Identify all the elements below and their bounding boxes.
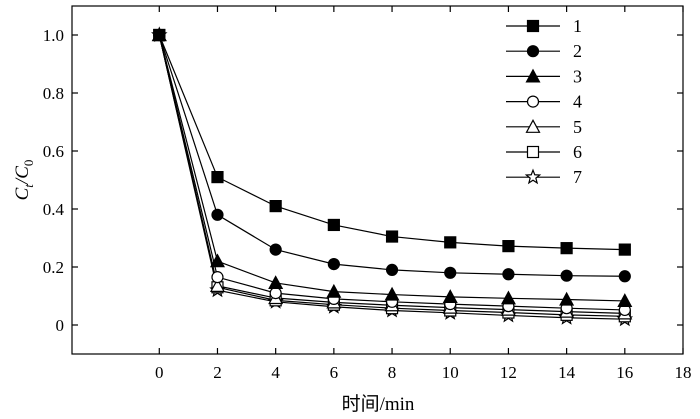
data-point-series-1: [560, 242, 573, 255]
x-tick-label: 6: [330, 363, 339, 382]
x-tick-label: 16: [616, 363, 633, 382]
legend: 1 2 3 4 5 6 7: [506, 16, 582, 187]
data-point-series-3: [384, 286, 400, 301]
x-tick-label: 8: [388, 363, 397, 382]
y-axis-title-sub2: 0: [21, 160, 36, 167]
data-point-series-2: [560, 269, 573, 282]
legend-label-1: 1: [573, 16, 582, 36]
data-point-series-3: [617, 293, 633, 308]
y-tick-label: 0.6: [43, 142, 64, 161]
y-axis-title-main: C: [12, 187, 33, 200]
x-axis-ticks: 0 2 4 6 8 10 12 14 16 18: [155, 6, 692, 382]
y-axis-title-sep: /C: [12, 166, 33, 185]
x-tick-label: 18: [675, 363, 692, 382]
legend-marker-2: [526, 45, 540, 58]
series-markers: [151, 26, 634, 327]
x-tick-label: 2: [213, 363, 222, 382]
y-tick-label: 0: [56, 316, 65, 335]
legend-marker-7: [524, 168, 542, 185]
x-tick-label: 4: [271, 363, 280, 382]
data-point-series-1: [327, 218, 340, 232]
legend-label-2: 2: [573, 41, 582, 61]
data-point-series-1: [269, 200, 282, 213]
data-point-series-4: [211, 271, 224, 284]
series-line-1: [158, 34, 625, 251]
data-point-series-3: [209, 253, 225, 268]
data-point-series-4: [269, 287, 282, 300]
data-point-series-1: [444, 236, 457, 249]
y-tick-label: 0.4: [43, 200, 65, 219]
data-point-series-3: [442, 289, 458, 303]
x-tick-label: 0: [155, 363, 164, 382]
y-tick-label: 0.2: [43, 258, 64, 277]
data-point-series-2: [385, 263, 399, 276]
legend-label-6: 6: [573, 142, 582, 162]
data-point-series-3: [326, 283, 342, 298]
y-tick-label: 1.0: [43, 26, 64, 45]
legend-marker-3: [525, 68, 541, 83]
data-point-series-1: [211, 171, 224, 184]
legend-marker-4: [526, 95, 540, 108]
data-point-series-2: [618, 270, 631, 283]
legend-marker-5: [525, 119, 541, 133]
x-axis-title: 时间/min: [342, 393, 415, 415]
y-axis-ticks: 0 0.2 0.4 0.6 0.8 1.0: [43, 26, 683, 335]
data-point-series-3: [559, 291, 575, 306]
legend-label-3: 3: [573, 66, 582, 86]
data-point-series-5: [209, 278, 225, 292]
data-point-series-2: [444, 266, 457, 279]
data-point-series-1: [502, 240, 515, 253]
y-axis-title: Ct/C0: [12, 160, 36, 201]
data-point-series-1: [385, 230, 399, 243]
legend-label-4: 4: [573, 92, 582, 112]
data-point-series-2: [269, 243, 282, 256]
data-point-series-2: [327, 258, 340, 271]
y-axis-title-sub: t: [21, 184, 36, 188]
data-point-series-3: [268, 275, 284, 290]
x-tick-label: 12: [500, 363, 517, 382]
data-point-series-3: [500, 290, 516, 305]
series-line-3: [158, 34, 625, 302]
data-point-series-1: [618, 243, 631, 256]
x-tick-label: 14: [558, 363, 576, 382]
legend-marker-1: [526, 19, 540, 33]
x-tick-label: 10: [442, 363, 459, 382]
y-tick-label: 0.8: [43, 84, 64, 103]
legend-label-5: 5: [573, 117, 582, 137]
legend-label-7: 7: [573, 167, 582, 187]
data-point-series-2: [211, 208, 224, 221]
plot-frame: [71, 5, 684, 355]
data-point-series-2: [502, 268, 515, 281]
legend-marker-6: [526, 145, 540, 159]
data-point-series-1: [153, 28, 166, 42]
